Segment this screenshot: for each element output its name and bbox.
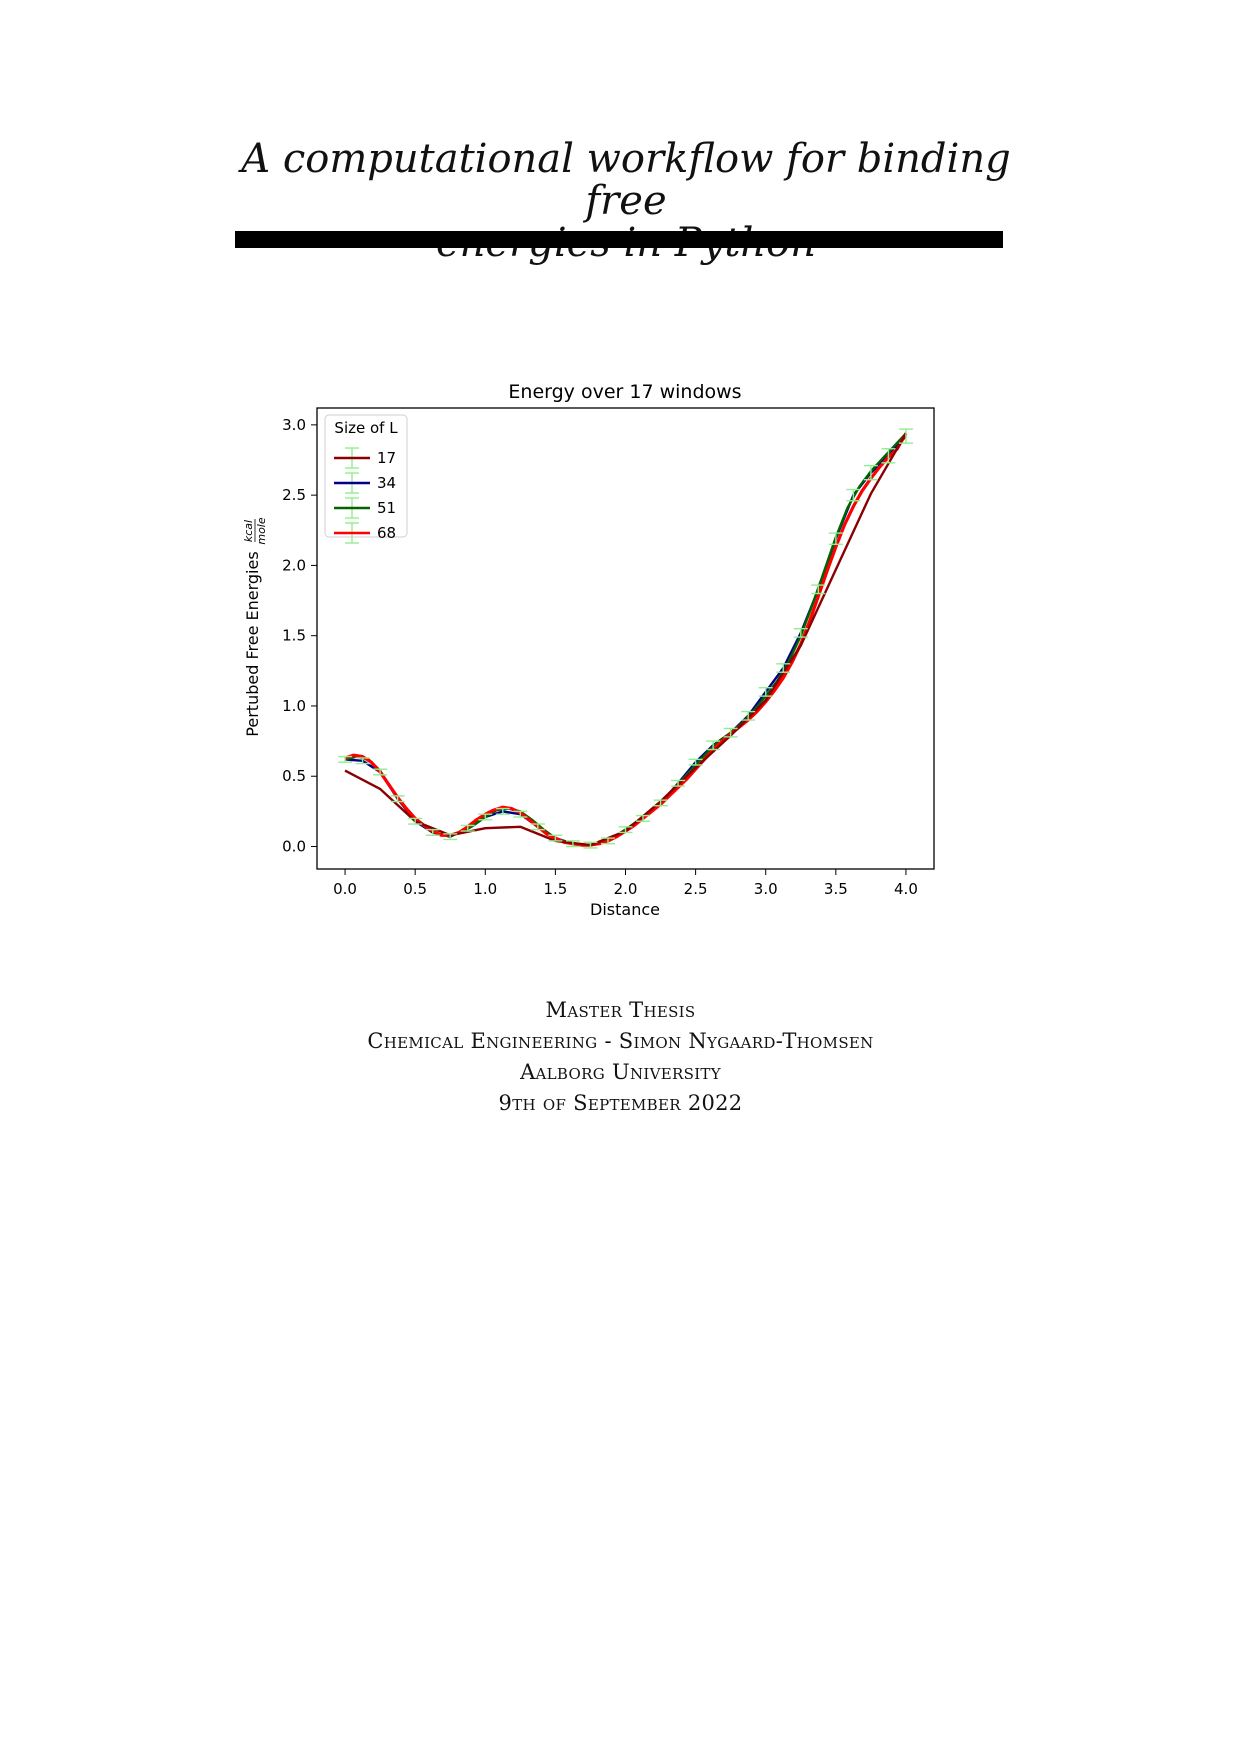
plot-series (338, 428, 913, 849)
error-bar (460, 824, 475, 832)
legend-entry-34: 34 (334, 472, 396, 494)
error-bar (478, 813, 493, 821)
error-bar (741, 710, 756, 721)
error-bar (793, 627, 808, 638)
plot-area (316, 407, 935, 870)
legend-label: 68 (377, 524, 396, 542)
error-bar (811, 584, 826, 595)
y-axis-label-group: Pertubed Free Energies kcal mole (242, 517, 268, 737)
y-tick-label: 1.0 (282, 697, 306, 715)
thesis-caption: Master Thesis Chemical Engineering - Sim… (0, 995, 1241, 1119)
x-tick-label: 3.5 (824, 880, 848, 898)
x-tick-label: 4.0 (894, 880, 918, 898)
error-bar (758, 686, 773, 697)
error-bar (600, 837, 615, 845)
caption-programme-author: Chemical Engineering - Simon Nygaard-Tho… (367, 1029, 874, 1053)
error-bar (898, 428, 913, 444)
error-bar (671, 779, 686, 787)
y-tick-label: 3.0 (282, 416, 306, 434)
error-bar (776, 663, 791, 673)
x-axis-label: Distance (590, 900, 660, 919)
error-bar (706, 740, 721, 751)
legend-entry-17: 17 (334, 447, 396, 469)
legend-box (324, 414, 408, 538)
legend-entry-51: 51 (334, 497, 396, 519)
y-tick-label: 0.0 (282, 838, 306, 856)
thesis-title-line-1: A computational workflow for binding fre… (241, 136, 1011, 224)
caption-date: 9th of September 2022 (498, 1091, 743, 1115)
energy-chart-svg: Energy over 17 windows 0.0 0.5 1.0 1.5 2.0 2.… (242, 381, 935, 919)
y-axis-unit-denominator: mole (255, 517, 268, 545)
error-bar (390, 795, 405, 803)
legend-title: Size of L (334, 419, 398, 437)
energy-chart: Energy over 17 windows 0.0 0.5 1.0 1.5 2.0 2.… (230, 370, 950, 930)
error-bar (355, 757, 370, 765)
error-bar (425, 828, 440, 836)
x-tick-label: 1.5 (543, 880, 567, 898)
y-tick-label: 0.5 (282, 767, 306, 785)
error-bar (863, 464, 878, 481)
x-tick-label: 0.0 (333, 880, 357, 898)
y-axis-label: Pertubed Free Energies (243, 551, 262, 736)
x-tick-label: 2.0 (614, 880, 638, 898)
x-tick-label: 3.0 (754, 880, 778, 898)
error-bar (565, 840, 580, 848)
error-bar (443, 833, 458, 841)
chart-title: Energy over 17 windows (508, 381, 741, 403)
error-bar (373, 768, 388, 776)
x-tick-label: 2.5 (684, 880, 708, 898)
y-tick-label: 2.0 (282, 556, 306, 574)
error-bar (653, 799, 668, 807)
error-bar (495, 807, 510, 815)
error-bar (881, 448, 896, 464)
title-rule (235, 231, 1003, 248)
error-bar (583, 841, 598, 849)
error-bar (846, 488, 861, 502)
error-bar (338, 755, 353, 763)
y-axis-unit-numerator: kcal (242, 520, 255, 542)
error-bar (828, 532, 843, 546)
error-bar (723, 727, 738, 738)
y-tick-label: 1.5 (282, 627, 306, 645)
error-bar (618, 826, 633, 834)
caption-university: Aalborg University (520, 1060, 721, 1084)
error-bar (688, 758, 703, 766)
x-tick-label: 0.5 (403, 880, 427, 898)
legend-label: 34 (377, 474, 396, 492)
legend-label: 17 (377, 449, 396, 467)
error-bar (513, 810, 528, 818)
x-tick-label: 1.0 (473, 880, 497, 898)
error-bar (636, 814, 651, 822)
error-bar (548, 834, 563, 842)
caption-degree: Master Thesis (545, 998, 696, 1022)
legend-label: 51 (377, 499, 396, 517)
error-bar (530, 823, 545, 831)
chart-legend: Size of L 17 34 51 68 (324, 414, 408, 544)
error-bar (408, 817, 423, 825)
y-tick-label: 2.5 (282, 486, 306, 504)
axis-ticks: 0.0 0.5 1.0 1.5 2.0 2.5 3.0 3.5 4.0 0.0 0.5 1.0 1.5 2… (282, 416, 918, 898)
legend-entry-68: 68 (334, 522, 396, 544)
